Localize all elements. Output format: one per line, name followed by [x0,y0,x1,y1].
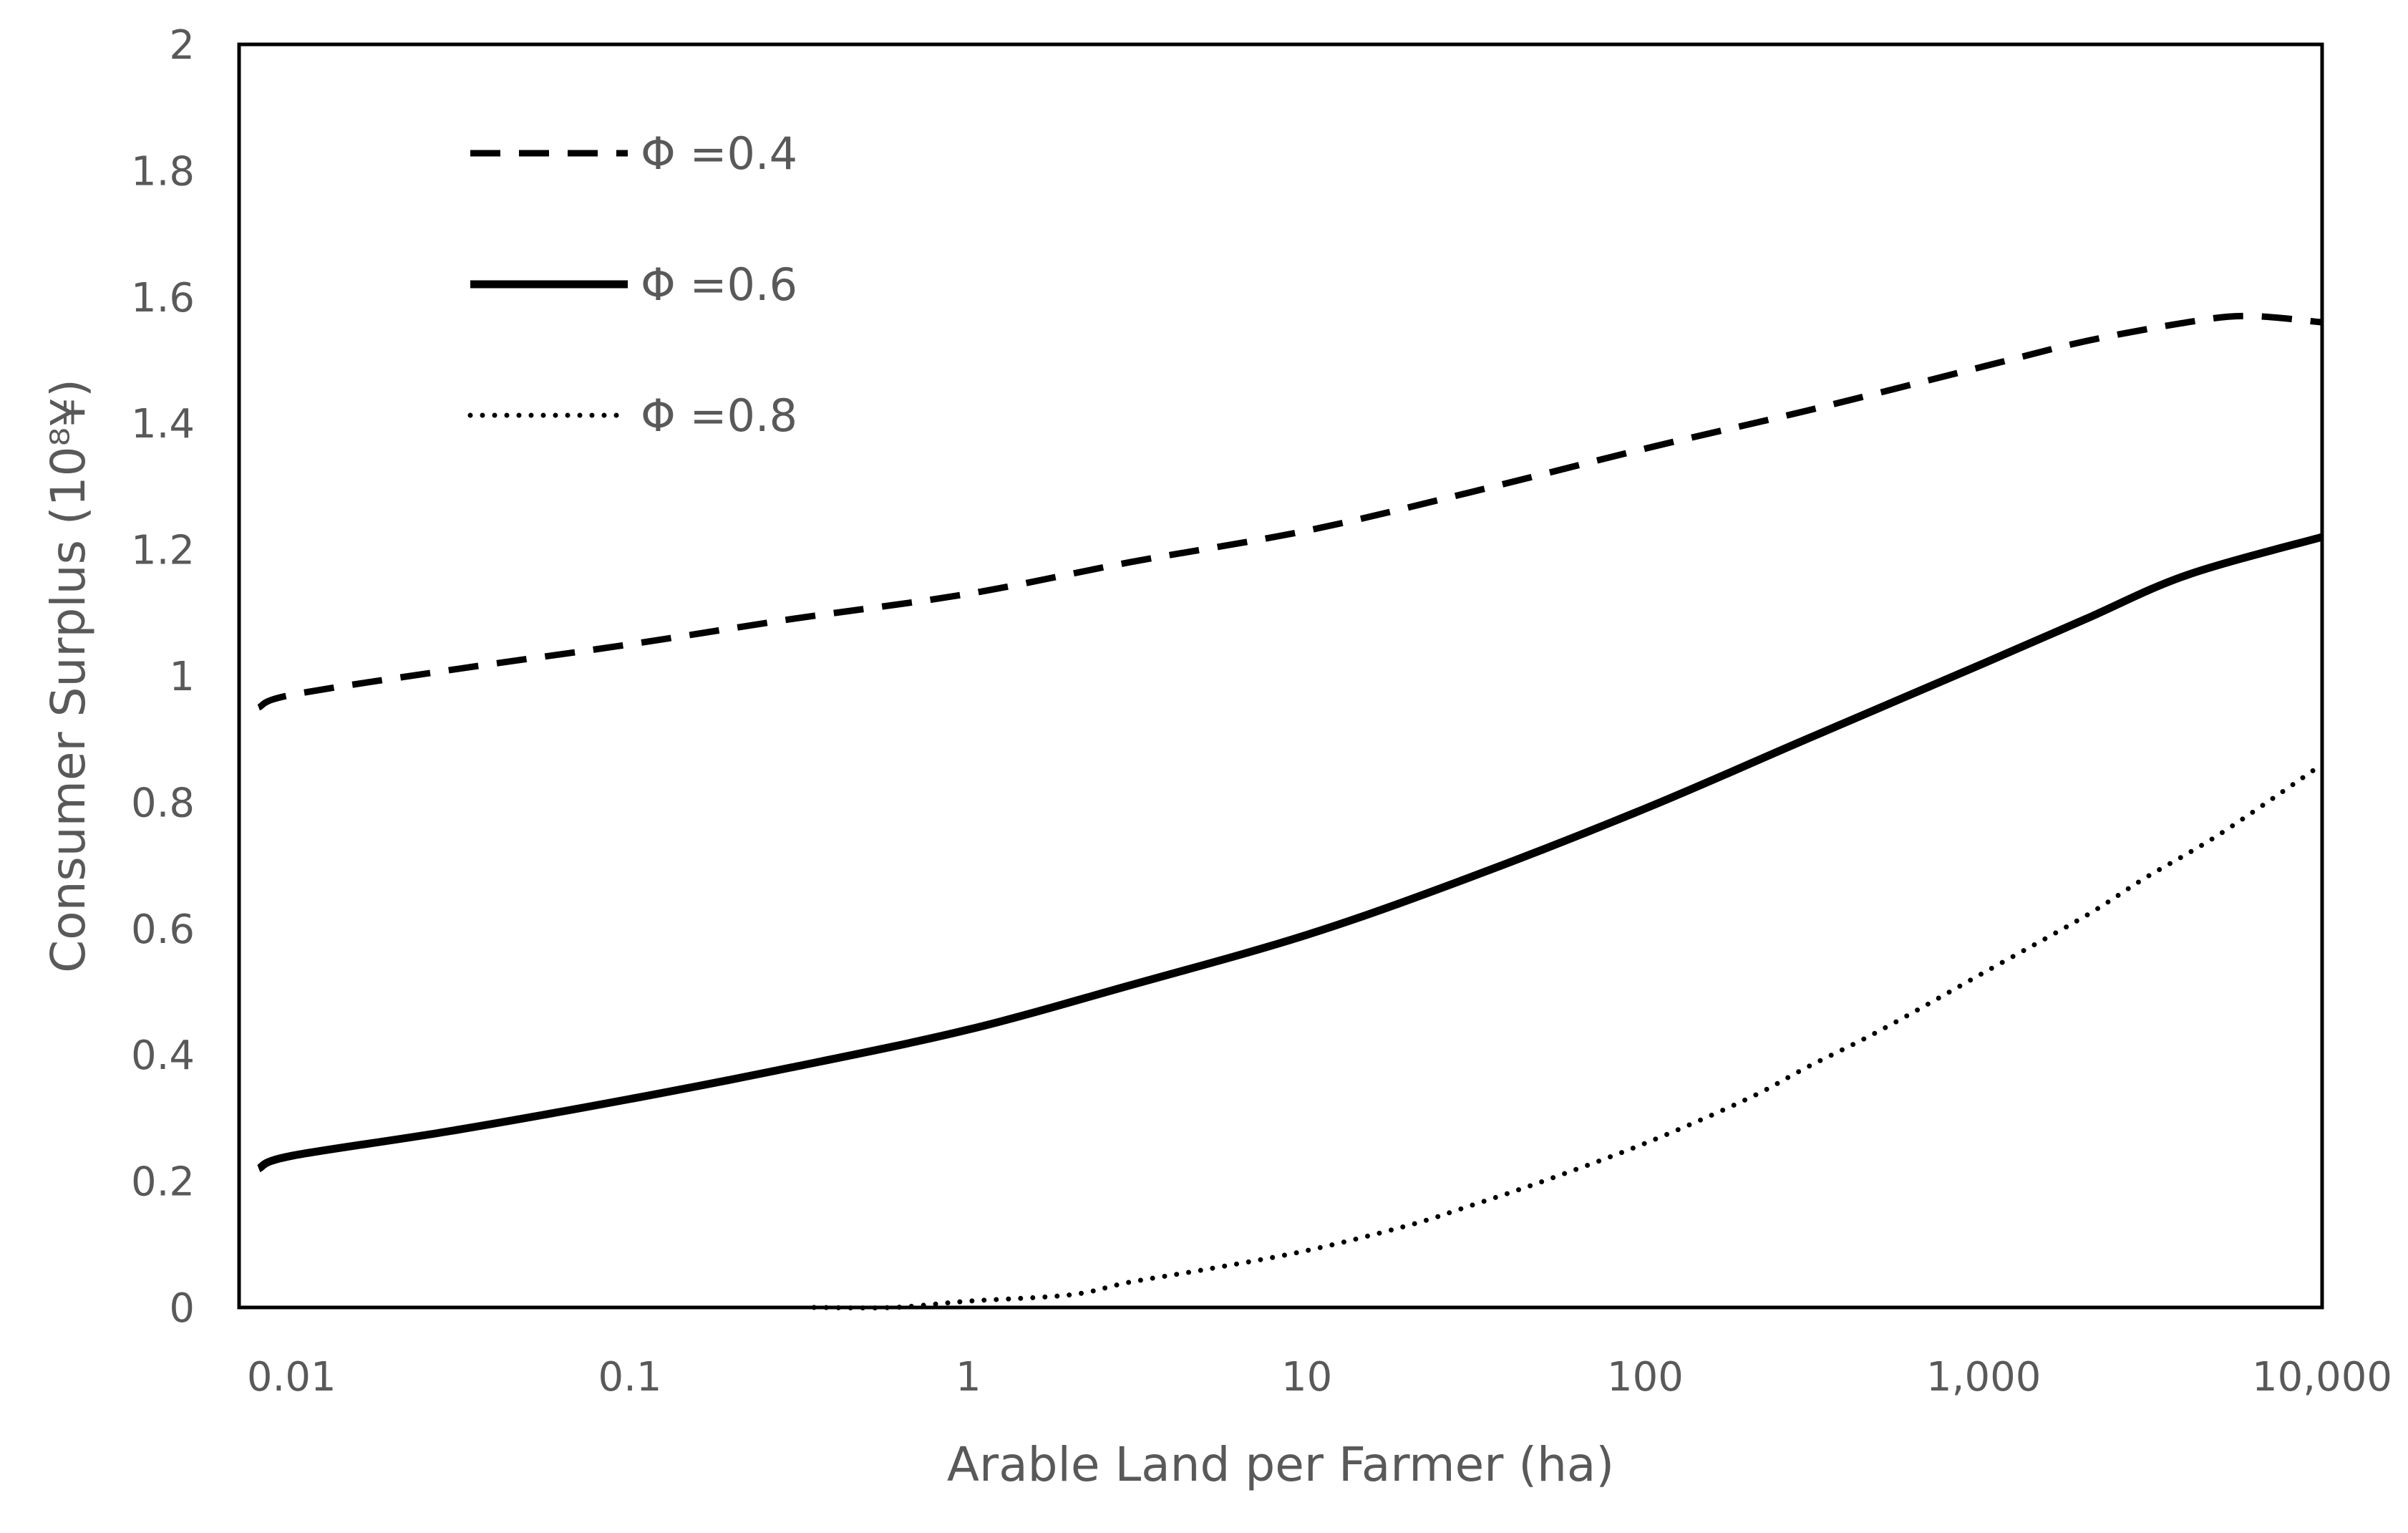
y-tick-label: 0.6 [131,906,195,953]
x-axis-ticks: 0.01 0.1 1 10 100 1,000 10,000 [247,1354,2392,1401]
x-tick-label: 0.01 [247,1354,336,1401]
y-tick-label: 0 [169,1285,195,1332]
y-tick-label: 0.4 [131,1033,195,1079]
x-tick-label: 0.1 [598,1354,661,1401]
x-tick-label: 1 [956,1354,981,1401]
y-axis-ticks: 0 0.2 0.4 0.6 0.8 1 1.2 1.4 1.6 1.8 2 [131,22,195,1332]
y-tick-label: 0.2 [131,1159,195,1206]
y-tick-label: 1.4 [131,401,195,448]
y-tick-label: 2 [169,22,195,69]
x-tick-label: 100 [1607,1354,1684,1401]
y-tick-label: 1 [169,654,195,700]
y-tick-label: 0.8 [131,780,195,826]
series-layer [256,312,2325,1311]
x-tick-label: 1,000 [1926,1354,2041,1401]
series-line-2 [256,533,2324,1173]
legend-label-1: Φ =0.4 [641,127,797,180]
plot-area-border [237,42,2324,1310]
x-tick-label: 10 [1281,1354,1332,1401]
x-tick-label: 10,000 [2252,1354,2392,1401]
series-line-3 [811,762,2325,1311]
legend: Φ =0.4 Φ =0.6 Φ =0.8 [467,127,797,442]
legend-label-2: Φ =0.6 [641,258,797,311]
series-line-1 [257,312,2323,711]
y-tick-label: 1.2 [131,528,195,574]
x-axis-title: Arable Land per Farmer (ha) [947,1437,1614,1492]
y-tick-label: 1.8 [131,148,195,195]
y-axis-title: Consumer Surplus (10⁸¥) [41,379,96,973]
legend-label-3: Φ =0.8 [641,390,797,442]
y-tick-label: 1.6 [131,275,195,321]
